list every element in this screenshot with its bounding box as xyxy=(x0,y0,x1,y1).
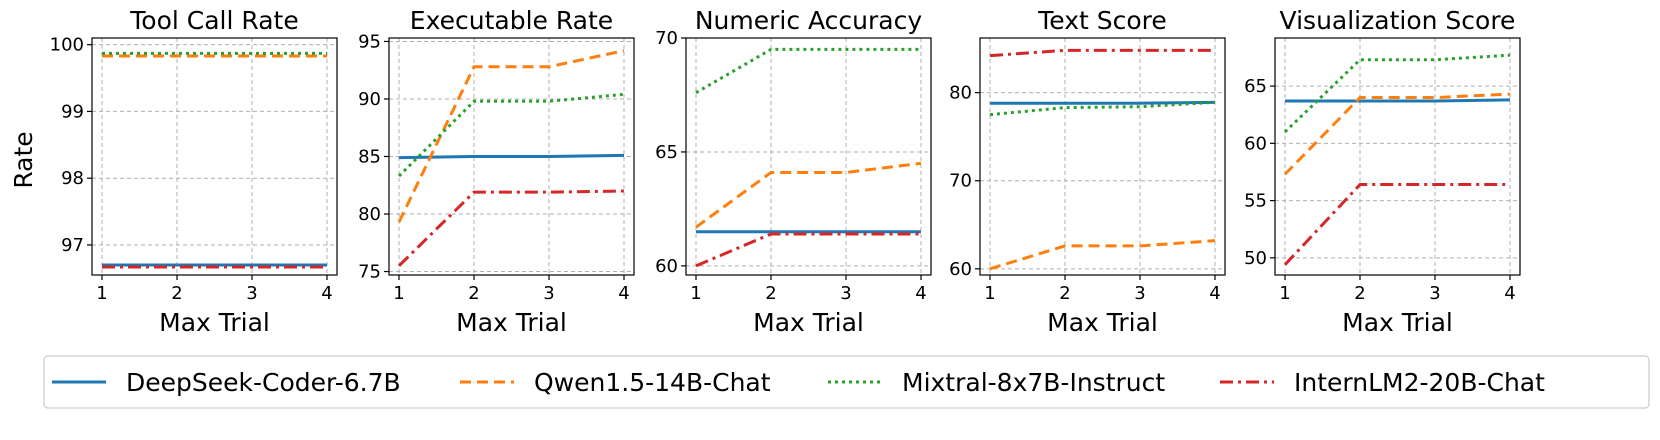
y-tick-label: 100 xyxy=(50,35,84,56)
x-tick-label: 2 xyxy=(1059,283,1070,304)
legend-entry: Mixtral-8x7B-Instruct xyxy=(828,368,1165,397)
series-line-3 xyxy=(695,47,921,94)
y-tick-label: 60 xyxy=(655,256,678,277)
x-axis-label: Max Trial xyxy=(159,308,270,337)
legend-label: InternLM2-20B-Chat xyxy=(1294,368,1545,397)
plot-frame xyxy=(388,37,635,276)
x-tick-label: 1 xyxy=(1279,283,1290,304)
series-line-3 xyxy=(1283,53,1511,133)
legend-entry: DeepSeek-Coder-6.7B xyxy=(52,368,401,397)
x-tick-label: 4 xyxy=(1504,283,1515,304)
y-tick-label: 85 xyxy=(358,147,381,168)
y-tick-label: 90 xyxy=(358,89,381,110)
y-tick-label: 95 xyxy=(358,31,381,52)
y-tick-label: 70 xyxy=(655,28,678,49)
x-tick-label: 1 xyxy=(690,283,701,304)
x-axis-label: Max Trial xyxy=(1342,308,1453,337)
legend-frame xyxy=(43,355,1650,409)
y-tick-label: 97 xyxy=(61,235,84,256)
panel-title: Numeric Accuracy xyxy=(695,6,923,35)
series-line-2 xyxy=(989,239,1216,271)
series-line-3 xyxy=(989,100,1216,117)
y-tick-label: 60 xyxy=(1244,133,1267,154)
legend-entry: InternLM2-20B-Chat xyxy=(1220,368,1545,397)
x-axis-label: Max Trial xyxy=(1047,308,1158,337)
plot-frame xyxy=(685,37,932,276)
chart-panel-4: Text Score 1 2 3 4 60 70 80 Max Trial xyxy=(949,6,1226,337)
series-line-1 xyxy=(990,100,1216,105)
series-line-2 xyxy=(695,161,922,229)
chart-panel-2: Executable Rate 1 2 3 4 75 80 85 90 95 Max Trial xyxy=(358,6,635,337)
plot-frame xyxy=(1274,37,1521,276)
y-tick-label: 55 xyxy=(1244,191,1267,212)
x-tick-label: 2 xyxy=(171,283,182,304)
x-tick-label: 3 xyxy=(1429,283,1440,304)
series-line-4 xyxy=(1283,183,1510,266)
series-line-4 xyxy=(397,189,625,267)
legend-label: Mixtral-8x7B-Instruct xyxy=(902,368,1165,397)
x-tick-label: 1 xyxy=(96,283,107,304)
plot-frame xyxy=(91,37,338,276)
x-tick-label: 2 xyxy=(1354,283,1365,304)
panel-title: Executable Rate xyxy=(410,6,613,35)
series-line-1 xyxy=(398,153,625,160)
x-axis-label: Max Trial xyxy=(456,308,567,337)
series-line-3 xyxy=(397,92,625,178)
x-axis-label: Max Trial xyxy=(753,308,864,337)
x-tick-label: 4 xyxy=(1209,283,1220,304)
x-tick-label: 4 xyxy=(915,283,926,304)
y-tick-label: 60 xyxy=(949,259,972,280)
y-tick-label: 70 xyxy=(949,171,972,192)
series-line-2 xyxy=(1283,92,1511,176)
y-tick-label: 75 xyxy=(358,262,381,283)
y-tick-label: 65 xyxy=(655,142,678,163)
y-axis-label: Rate xyxy=(9,131,38,188)
x-tick-label: 3 xyxy=(543,283,554,304)
y-tick-label: 50 xyxy=(1244,248,1267,269)
chart-panel-5: Visualization Score 1 2 3 4 50 55 60 65 Max Trial xyxy=(1244,6,1521,337)
x-tick-label: 3 xyxy=(840,283,851,304)
series-line-4 xyxy=(695,232,921,268)
x-tick-label: 4 xyxy=(618,283,629,304)
y-tick-label: 80 xyxy=(949,83,972,104)
x-tick-label: 1 xyxy=(393,283,404,304)
x-tick-label: 1 xyxy=(984,283,995,304)
chart-panel-1: Tool Call Rate 1 2 3 4 97 98 99 100 Max Trial xyxy=(50,6,338,337)
legend-entry: Qwen1.5-14B-Chat xyxy=(460,368,771,397)
plot-frame xyxy=(979,37,1226,276)
x-tick-label: 4 xyxy=(321,283,332,304)
panel-title: Tool Call Rate xyxy=(129,6,298,35)
y-tick-label: 65 xyxy=(1244,76,1267,97)
x-tick-label: 2 xyxy=(468,283,479,304)
panel-title: Text Score xyxy=(1037,6,1167,35)
series-line-1 xyxy=(1285,98,1511,103)
x-tick-label: 3 xyxy=(246,283,257,304)
y-tick-label: 99 xyxy=(61,101,84,122)
panel-title: Visualization Score xyxy=(1280,6,1516,35)
y-tick-label: 98 xyxy=(61,168,84,189)
legend-label: DeepSeek-Coder-6.7B xyxy=(126,368,401,397)
y-tick-label: 80 xyxy=(358,204,381,225)
legend-label: Qwen1.5-14B-Chat xyxy=(534,368,771,397)
series-line-4 xyxy=(989,48,1215,58)
legend: DeepSeek-Coder-6.7B Qwen1.5-14B-Chat Mixtr… xyxy=(43,355,1650,409)
x-tick-label: 2 xyxy=(765,283,776,304)
series-line-2 xyxy=(397,49,625,223)
x-tick-label: 3 xyxy=(1134,283,1145,304)
chart-panel-3: Numeric Accuracy 1 2 3 4 60 65 70 Max Trial xyxy=(655,6,932,337)
